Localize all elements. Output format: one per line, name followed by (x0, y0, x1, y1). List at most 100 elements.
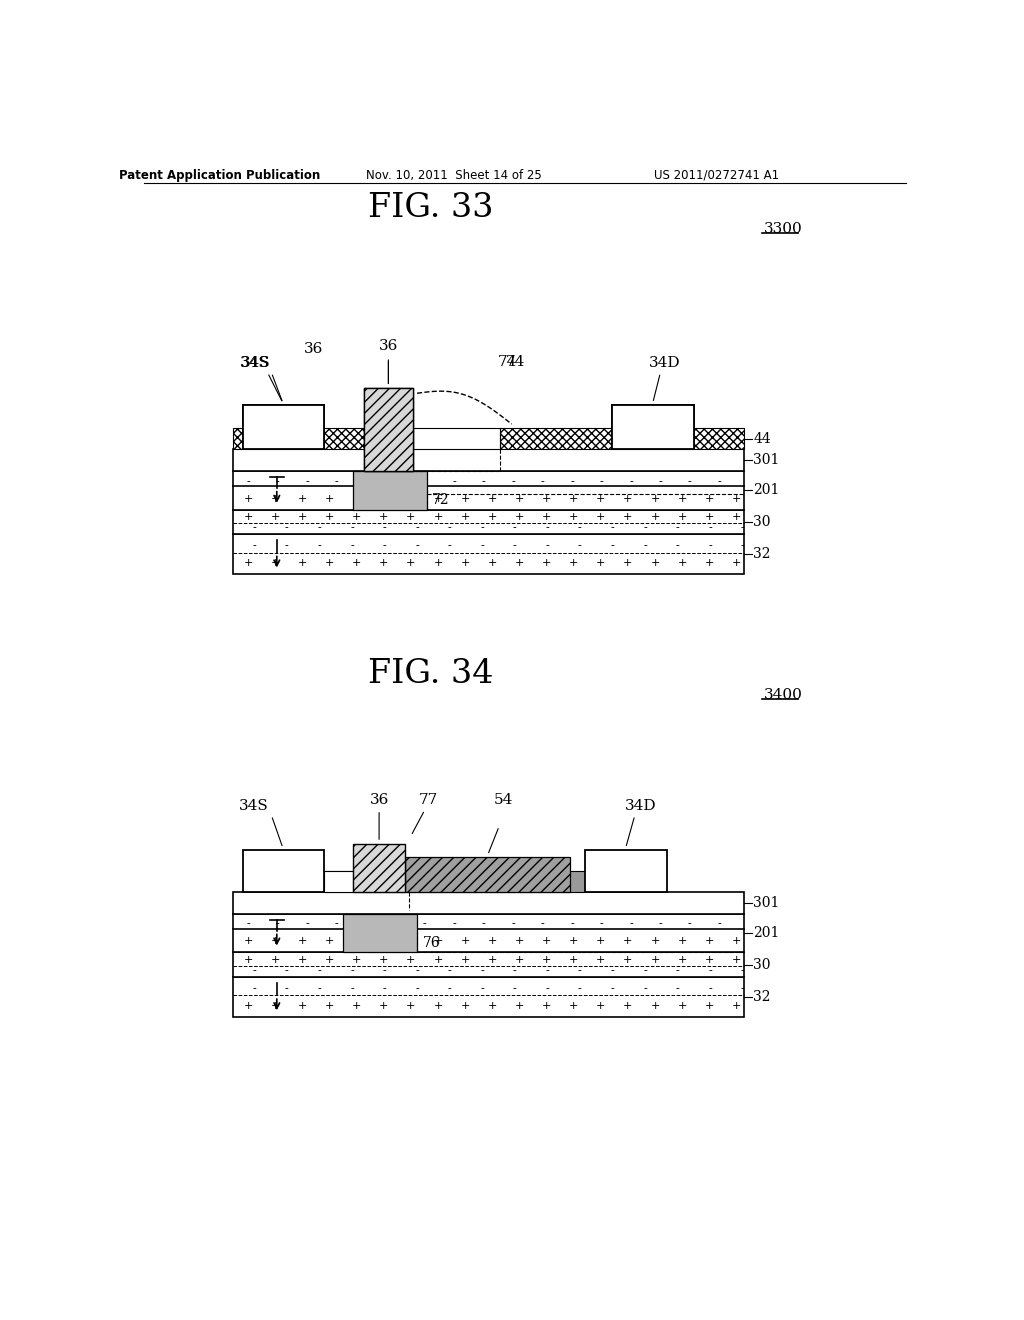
Bar (243, 405, 324, 449)
Text: +: + (379, 936, 388, 946)
Text: -: - (600, 920, 603, 929)
Text: +: + (569, 936, 579, 946)
Text: +: + (596, 558, 605, 569)
Text: +: + (461, 494, 470, 504)
Text: -: - (482, 920, 485, 929)
Text: +: + (542, 954, 551, 965)
Text: -: - (285, 985, 289, 994)
Text: 36: 36 (370, 793, 389, 807)
Text: -: - (253, 541, 256, 552)
Text: +: + (487, 936, 497, 946)
Text: +: + (270, 1001, 280, 1011)
Text: -: - (511, 920, 515, 929)
Text: +: + (244, 494, 253, 504)
Text: +: + (542, 936, 551, 946)
Text: +: + (542, 494, 551, 504)
Text: -: - (718, 920, 721, 929)
Text: +: + (461, 512, 470, 523)
Text: -: - (365, 920, 368, 929)
Text: 44: 44 (754, 432, 771, 446)
Bar (612, 405, 693, 449)
Text: -: - (253, 985, 256, 994)
Text: +: + (270, 936, 280, 946)
Text: -: - (482, 477, 485, 487)
Text: -: - (305, 920, 309, 929)
Text: -: - (317, 541, 322, 552)
Text: +: + (325, 936, 334, 946)
Text: +: + (650, 494, 659, 504)
Bar (232, 510, 744, 535)
Bar (243, 405, 324, 449)
Bar (352, 471, 427, 510)
Text: -: - (578, 523, 582, 533)
Text: +: + (379, 494, 388, 504)
Text: +: + (650, 512, 659, 523)
Text: -: - (350, 966, 354, 975)
Text: +: + (407, 558, 416, 569)
Text: +: + (270, 494, 280, 504)
Text: FIG. 34: FIG. 34 (368, 659, 493, 690)
Text: -: - (480, 985, 484, 994)
Text: 54: 54 (494, 793, 513, 807)
Text: +: + (515, 1001, 524, 1011)
Bar (232, 892, 744, 913)
Text: +: + (407, 954, 416, 965)
Text: -: - (709, 523, 712, 533)
Text: +: + (325, 1001, 334, 1011)
Text: +: + (407, 1001, 416, 1011)
Text: -: - (415, 541, 419, 552)
Text: 76: 76 (423, 936, 441, 950)
Text: 30: 30 (754, 515, 771, 529)
Text: +: + (244, 936, 253, 946)
Text: -: - (546, 985, 549, 994)
Text: +: + (705, 494, 714, 504)
Text: -: - (393, 477, 397, 487)
Text: +: + (569, 1001, 579, 1011)
Text: +: + (461, 936, 470, 946)
Text: -: - (643, 966, 647, 975)
Text: -: - (393, 920, 397, 929)
Text: -: - (285, 541, 289, 552)
Text: -: - (688, 920, 692, 929)
Text: -: - (658, 920, 663, 929)
Text: +: + (298, 512, 307, 523)
Text: +: + (678, 494, 687, 504)
Text: +: + (325, 512, 334, 523)
Text: -: - (350, 541, 354, 552)
Text: -: - (365, 477, 368, 487)
Bar (586, 850, 667, 892)
Text: +: + (461, 954, 470, 965)
Text: +: + (379, 512, 388, 523)
Text: +: + (433, 558, 442, 569)
Text: -: - (447, 966, 452, 975)
Text: +: + (624, 1001, 633, 1011)
Bar (232, 952, 744, 977)
Text: -: - (676, 541, 679, 552)
Text: 34S: 34S (240, 356, 269, 370)
Text: -: - (415, 985, 419, 994)
Text: -: - (253, 966, 256, 975)
Text: +: + (298, 494, 307, 504)
Text: +: + (487, 954, 497, 965)
Text: +: + (650, 954, 659, 965)
Text: +: + (569, 954, 579, 965)
Text: 3400: 3400 (764, 688, 803, 702)
Text: 301: 301 (754, 453, 780, 467)
Text: +: + (298, 1001, 307, 1011)
Text: -: - (246, 920, 250, 929)
Text: +: + (705, 558, 714, 569)
Bar (343, 913, 417, 952)
Text: -: - (305, 477, 309, 487)
Text: -: - (709, 966, 712, 975)
Text: +: + (732, 494, 741, 504)
Text: -: - (423, 477, 427, 487)
Text: +: + (569, 558, 579, 569)
Text: +: + (379, 558, 388, 569)
Text: +: + (515, 936, 524, 946)
Bar (324, 871, 586, 892)
Bar (232, 428, 365, 449)
Text: +: + (352, 936, 361, 946)
Text: -: - (643, 523, 647, 533)
Text: +: + (352, 512, 361, 523)
Text: +: + (379, 954, 388, 965)
